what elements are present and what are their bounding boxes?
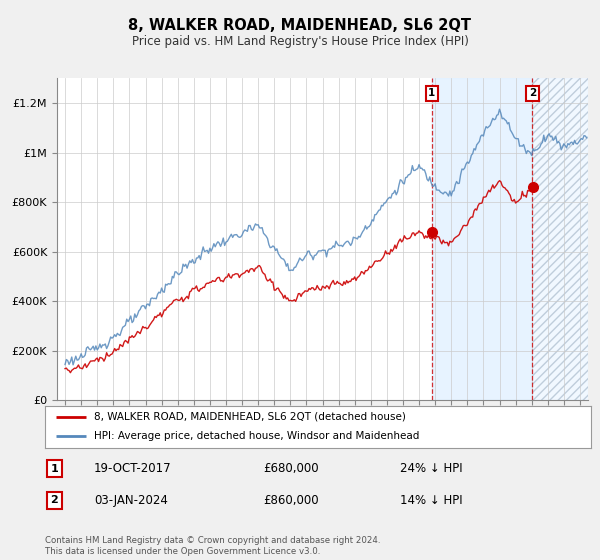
Text: 1: 1 <box>50 464 58 474</box>
Text: 19-OCT-2017: 19-OCT-2017 <box>94 462 172 475</box>
Bar <box>532 78 588 400</box>
Bar <box>432 78 532 400</box>
Text: 03-JAN-2024: 03-JAN-2024 <box>94 494 168 507</box>
Text: Price paid vs. HM Land Registry's House Price Index (HPI): Price paid vs. HM Land Registry's House … <box>131 35 469 49</box>
Text: £680,000: £680,000 <box>263 462 319 475</box>
Text: 1: 1 <box>428 88 436 98</box>
Text: HPI: Average price, detached house, Windsor and Maidenhead: HPI: Average price, detached house, Wind… <box>94 431 419 441</box>
Text: £860,000: £860,000 <box>263 494 319 507</box>
Text: 14% ↓ HPI: 14% ↓ HPI <box>400 494 463 507</box>
Text: 24% ↓ HPI: 24% ↓ HPI <box>400 462 463 475</box>
Text: Contains HM Land Registry data © Crown copyright and database right 2024.
This d: Contains HM Land Registry data © Crown c… <box>45 536 380 556</box>
Text: 2: 2 <box>529 88 536 98</box>
Text: 2: 2 <box>50 496 58 506</box>
Bar <box>532 78 588 400</box>
Text: 8, WALKER ROAD, MAIDENHEAD, SL6 2QT (detached house): 8, WALKER ROAD, MAIDENHEAD, SL6 2QT (det… <box>94 412 406 422</box>
Text: 8, WALKER ROAD, MAIDENHEAD, SL6 2QT: 8, WALKER ROAD, MAIDENHEAD, SL6 2QT <box>128 18 472 32</box>
